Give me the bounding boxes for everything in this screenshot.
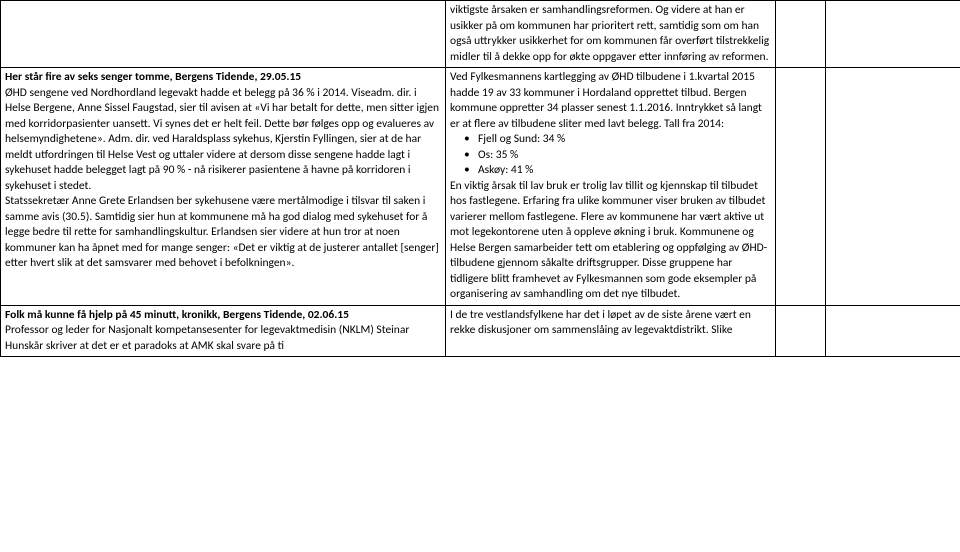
list-item: Os: 35 % [478,148,771,164]
row2-body2: Statssekretær Anne Grete Erlandsen ber s… [5,194,441,272]
table-row: Folk må kunne få hjelp på 45 minutt, kro… [1,305,960,357]
list-item: Askøy: 41 % [478,163,771,179]
row2-col2-p1: Ved Fylkesmannens kartlegging av ØHD til… [450,70,771,132]
row3-title: Folk må kunne få hjelp på 45 minutt, kro… [5,308,349,322]
cell-r1c1 [1,1,446,68]
row2-title: Her står fire av seks senger tomme, Berg… [5,70,301,84]
cell-r2c1: Her står fire av seks senger tomme, Berg… [1,68,446,306]
cell-r1c4 [826,1,960,68]
bullet-list: Fjell og Sund: 34 % Os: 35 % Askøy: 41 % [450,132,771,179]
row2-col2-p2: En viktig årsak til lav bruk er trolig l… [450,179,771,303]
cell-r2c2: Ved Fylkesmannens kartlegging av ØHD til… [446,68,776,306]
list-item: Fjell og Sund: 34 % [478,132,771,148]
table-row: viktigste årsaken er samhandlingsreforme… [1,1,960,68]
row2-body1: ØHD sengene ved Nordhordland legevakt ha… [5,86,441,195]
cell-r1c2: viktigste årsaken er samhandlingsreforme… [446,1,776,68]
cell-r3c4 [826,305,960,357]
cell-r3c3 [776,305,826,357]
cell-r2c3 [776,68,826,306]
cell-r2c4 [826,68,960,306]
cell-r1c3 [776,1,826,68]
cell-r3c1: Folk må kunne få hjelp på 45 minutt, kro… [1,305,446,357]
row3-body: Professor og leder for Nasjonalt kompeta… [5,323,441,354]
cell-r3c2: I de tre vestlandsfylkene har det i løpe… [446,305,776,357]
table-row: Her står fire av seks senger tomme, Berg… [1,68,960,306]
